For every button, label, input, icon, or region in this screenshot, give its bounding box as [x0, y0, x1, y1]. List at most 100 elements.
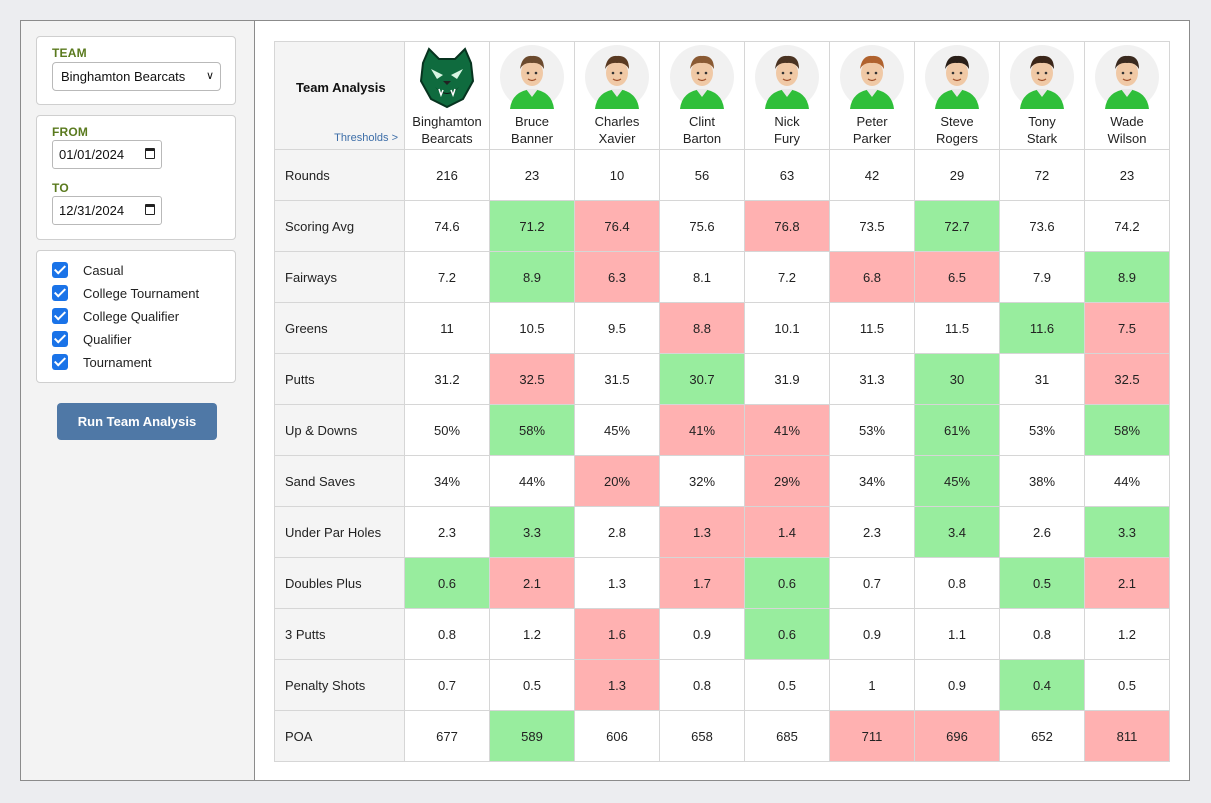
- stat-cell: 42: [830, 150, 915, 201]
- from-label: FROM: [52, 125, 89, 139]
- to-date-input[interactable]: 12/31/2024: [52, 196, 162, 225]
- team-select-value: Binghamton Bearcats: [61, 69, 186, 84]
- stat-cell: 32.5: [1085, 354, 1170, 405]
- stat-cell: 34%: [405, 456, 490, 507]
- table-corner: Team Analysis Thresholds >: [274, 41, 405, 150]
- stat-cell: 1.7: [660, 558, 745, 609]
- stat-cell: 1.2: [1085, 609, 1170, 660]
- stat-cell: 31.2: [405, 354, 490, 405]
- event-type-college-qualifier[interactable]: College Qualifier: [52, 307, 179, 325]
- stat-cell: 3.4: [915, 507, 1000, 558]
- event-type-college-tournament[interactable]: College Tournament: [52, 284, 199, 302]
- stat-cell: 3.3: [490, 507, 575, 558]
- stat-cell: 50%: [405, 405, 490, 456]
- column-name-line2: Rogers: [936, 131, 978, 146]
- stat-cell: 23: [490, 150, 575, 201]
- stat-cell: 811: [1085, 711, 1170, 762]
- stat-cell: 29%: [745, 456, 830, 507]
- stat-cell: 76.4: [575, 201, 660, 252]
- stat-cell: 75.6: [660, 201, 745, 252]
- player-avatar-icon: [585, 45, 649, 109]
- stat-cell: 30.7: [660, 354, 745, 405]
- stat-cell: 34%: [830, 456, 915, 507]
- stat-cell: 0.8: [405, 609, 490, 660]
- stat-cell: 2.3: [405, 507, 490, 558]
- player-avatar-icon: [925, 45, 989, 109]
- stat-cell: 685: [745, 711, 830, 762]
- checkbox-checked[interactable]: [52, 331, 68, 347]
- stat-cell: 45%: [915, 456, 1000, 507]
- event-type-casual[interactable]: Casual: [52, 261, 123, 279]
- stat-cell: 30: [915, 354, 1000, 405]
- stat-cell: 0.5: [490, 660, 575, 711]
- row-label-greens: Greens: [274, 303, 405, 354]
- run-team-analysis-button[interactable]: Run Team Analysis: [57, 403, 217, 440]
- column-name-line1: Bruce: [515, 114, 549, 129]
- stat-cell: 41%: [660, 405, 745, 456]
- event-type-label: Qualifier: [83, 331, 132, 347]
- checkbox-checked[interactable]: [52, 308, 68, 324]
- row-label-up-and-downs: Up & Downs: [274, 405, 405, 456]
- column-name-line2: Bearcats: [421, 131, 473, 146]
- stat-cell: 8.1: [660, 252, 745, 303]
- stat-cell: 7.9: [1000, 252, 1085, 303]
- checkbox-checked[interactable]: [52, 354, 68, 370]
- stat-cell: 20%: [575, 456, 660, 507]
- stat-cell: 41%: [745, 405, 830, 456]
- stat-cell: 8.9: [1085, 252, 1170, 303]
- team-analysis-table: Team Analysis Thresholds > Binghamton Bea…: [274, 41, 1171, 762]
- stat-cell: 1.3: [660, 507, 745, 558]
- stat-cell: 0.6: [745, 609, 830, 660]
- checkbox-checked[interactable]: [52, 285, 68, 301]
- stat-cell: 0.9: [830, 609, 915, 660]
- column-name-line2: Wilson: [1107, 131, 1147, 146]
- calendar-icon[interactable]: [145, 148, 155, 159]
- team-select[interactable]: Binghamton Bearcats ∨: [52, 62, 221, 91]
- row-label-scoring-avg: Scoring Avg: [274, 201, 405, 252]
- event-type-card: Casual College Tournament College Qualif…: [36, 250, 236, 383]
- stat-cell: 0.6: [745, 558, 830, 609]
- stat-cell: 2.3: [830, 507, 915, 558]
- stat-cell: 32.5: [490, 354, 575, 405]
- stat-cell: 0.5: [1085, 660, 1170, 711]
- stat-cell: 1.1: [915, 609, 1000, 660]
- column-name-line1: Nick: [774, 114, 800, 129]
- stat-cell: 0.8: [660, 660, 745, 711]
- stat-cell: 72.7: [915, 201, 1000, 252]
- stat-cell: 10.5: [490, 303, 575, 354]
- row-label-putts: Putts: [274, 354, 405, 405]
- stat-cell: 696: [915, 711, 1000, 762]
- stat-cell: 0.8: [915, 558, 1000, 609]
- from-date-input[interactable]: 01/01/2024: [52, 140, 162, 169]
- event-type-tournament[interactable]: Tournament: [52, 353, 152, 371]
- column-name-line2: Xavier: [598, 131, 636, 146]
- stat-cell: 74.6: [405, 201, 490, 252]
- column-header-nick-fury: Nick Fury: [745, 41, 830, 150]
- column-name-line1: Tony: [1028, 114, 1056, 129]
- column-name-line2: Barton: [682, 131, 722, 146]
- to-date-value: 12/31/2024: [59, 203, 125, 218]
- checkbox-checked[interactable]: [52, 262, 68, 278]
- stat-cell: 1: [830, 660, 915, 711]
- stat-cell: 11.5: [915, 303, 1000, 354]
- event-type-label: Tournament: [83, 354, 152, 370]
- stat-cell: 7.2: [745, 252, 830, 303]
- stat-cell: 72: [1000, 150, 1085, 201]
- stat-cell: 0.7: [405, 660, 490, 711]
- column-name-line2: Banner: [511, 131, 553, 146]
- thresholds-link[interactable]: Thresholds >: [334, 132, 398, 144]
- event-type-label: College Tournament: [83, 285, 200, 301]
- stat-cell: 6.3: [575, 252, 660, 303]
- stat-cell: 1.2: [490, 609, 575, 660]
- player-avatar-icon: [840, 45, 904, 109]
- stat-cell: 652: [1000, 711, 1085, 762]
- column-name-line2: Parker: [852, 131, 892, 146]
- event-type-qualifier[interactable]: Qualifier: [52, 330, 131, 348]
- row-label-rounds: Rounds: [274, 150, 405, 201]
- stat-cell: 3.3: [1085, 507, 1170, 558]
- calendar-icon[interactable]: [145, 204, 155, 215]
- column-header-bruce-banner: Bruce Banner: [490, 41, 575, 150]
- stat-cell: 677: [405, 711, 490, 762]
- row-label-under-par-holes: Under Par Holes: [274, 507, 405, 558]
- stat-cell: 8.8: [660, 303, 745, 354]
